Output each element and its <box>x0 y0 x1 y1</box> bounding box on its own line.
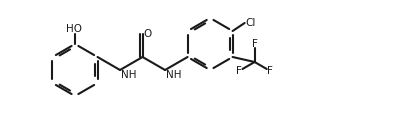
Text: F: F <box>236 66 241 76</box>
Text: O: O <box>143 29 151 39</box>
Text: Cl: Cl <box>245 18 256 28</box>
Text: NH: NH <box>121 70 136 80</box>
Text: F: F <box>251 39 257 49</box>
Text: HO: HO <box>66 24 82 34</box>
Text: NH: NH <box>166 70 181 80</box>
Text: F: F <box>266 66 273 76</box>
